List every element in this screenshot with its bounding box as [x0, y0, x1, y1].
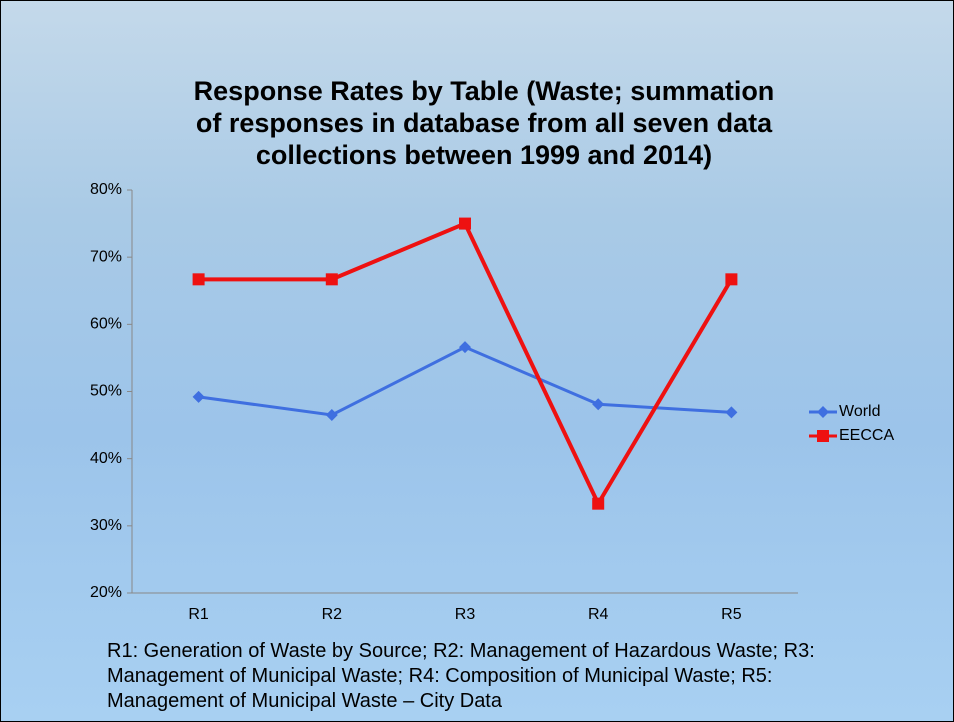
- caption: R1: Generation of Waste by Source; R2: M…: [107, 639, 887, 714]
- marker: [725, 273, 737, 285]
- marker: [193, 391, 205, 403]
- legend-label: World: [839, 403, 881, 420]
- slide: 20% 30% 40% 50% 60% 70% 80% R1 R2 R3 R4 R5 World EECC…: [0, 0, 954, 722]
- y-tick-label: 30%: [90, 517, 122, 534]
- marker: [592, 498, 604, 510]
- marker: [459, 218, 471, 230]
- y-tick-label: 40%: [90, 450, 122, 467]
- x-tick-label: R5: [721, 606, 742, 623]
- marker: [326, 409, 338, 421]
- marker: [592, 398, 604, 410]
- chart-title: Response Rates by Table (Waste; summatio…: [179, 75, 789, 171]
- line: [199, 224, 732, 504]
- y-tick-label: 70%: [90, 248, 122, 265]
- x-tick-label: R2: [322, 606, 343, 623]
- y-tick-label: 80%: [90, 181, 122, 198]
- marker: [817, 406, 829, 418]
- marker: [459, 341, 471, 353]
- x-tick-label: R3: [455, 606, 476, 623]
- y-tick-label: 20%: [90, 584, 122, 601]
- marker: [326, 273, 338, 285]
- legend-label: EECCA: [839, 427, 894, 444]
- marker: [725, 406, 737, 418]
- x-tick-label: R4: [588, 606, 609, 623]
- marker: [817, 430, 829, 442]
- line: [199, 347, 732, 415]
- marker: [193, 273, 205, 285]
- x-tick-label: R1: [188, 606, 209, 623]
- y-tick-label: 50%: [90, 383, 122, 400]
- y-tick-label: 60%: [90, 316, 122, 333]
